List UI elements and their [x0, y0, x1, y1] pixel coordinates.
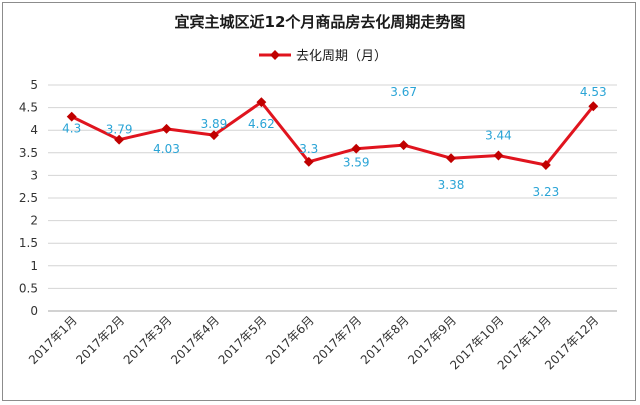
data-label: 4.62 [248, 117, 275, 131]
x-tick-label: 2017年5月 [216, 313, 270, 367]
data-point [588, 101, 599, 112]
data-label: 4.03 [153, 142, 180, 156]
x-tick-label: 2017年2月 [73, 313, 127, 367]
x-axis: 2017年1月2017年2月2017年3月2017年4月2017年5月2017年… [26, 313, 601, 372]
y-tick-label: 2 [30, 214, 38, 228]
y-tick-label: 0.5 [19, 281, 38, 295]
data-label: 3.67 [390, 85, 417, 99]
y-tick-label: 3.5 [19, 146, 38, 160]
series-line [71, 100, 595, 167]
data-point [114, 134, 125, 145]
data-point [351, 143, 362, 154]
chart-title: 宜宾主城区近12个月商品房去化周期走势图 [175, 13, 466, 31]
data-label: 3.23 [533, 185, 560, 199]
legend: 去化周期（月） [259, 49, 387, 64]
y-tick-label: 4 [30, 123, 38, 137]
y-tick-label: 4.5 [19, 101, 38, 115]
data-point [398, 140, 409, 151]
data-label: 3.89 [201, 117, 228, 131]
gridlines [48, 84, 617, 312]
x-tick-label: 2017年8月 [358, 313, 412, 367]
y-axis: 0 0.5 1 1.5 2 2.5 3 3.5 4 4.5 5 [19, 78, 38, 318]
line-chart: 宜宾主城区近12个月商品房去化周期走势图 去化周期（月） 0 0.5 1 1.5 2 2.… [19, 13, 617, 372]
data-label: 3.79 [106, 123, 133, 137]
y-tick-label: 3 [30, 168, 38, 182]
data-label: 3.38 [438, 178, 465, 192]
data-label: 4.3 [62, 122, 81, 136]
chart-frame: 宜宾主城区近12个月商品房去化周期走势图 去化周期（月） 0 0.5 1 1.5 2 2.… [2, 2, 636, 401]
data-labels: 4.3 3.79 4.03 3.89 4.62 3.3 3.59 3.67 3.38 3.44 3.… [62, 85, 606, 199]
data-point [493, 150, 504, 161]
data-point [161, 123, 172, 134]
data-point [209, 130, 219, 141]
data-point [66, 111, 77, 122]
x-tick-label: 2017年7月 [310, 313, 364, 367]
legend-marker [270, 50, 280, 60]
data-label: 3.44 [485, 129, 512, 143]
y-tick-label: 0 [30, 304, 38, 318]
x-tick-label: 2017年4月 [168, 313, 222, 367]
x-tick-label: 2017年1月 [26, 313, 80, 367]
data-point [540, 160, 551, 170]
data-label: 3.59 [343, 156, 370, 170]
x-tick-label: 2017年6月 [263, 313, 317, 367]
x-tick-label: 2017年3月 [121, 313, 175, 367]
data-point [303, 156, 314, 167]
legend-label: 去化周期（月） [296, 49, 387, 64]
series-line-group [66, 97, 599, 170]
data-label: 3.3 [299, 142, 318, 156]
y-tick-label: 2.5 [19, 191, 38, 205]
y-tick-label: 5 [30, 78, 38, 92]
y-tick-label: 1 [30, 259, 38, 273]
data-point [446, 153, 456, 164]
data-label: 4.53 [580, 85, 607, 99]
y-tick-label: 1.5 [19, 236, 38, 250]
